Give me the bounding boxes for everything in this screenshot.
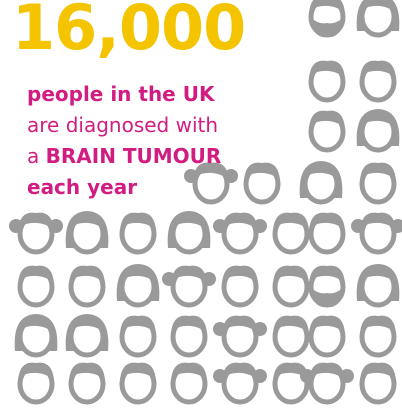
headline-line-3: a BRAIN TUMOUR	[27, 145, 221, 168]
face-icon	[359, 162, 397, 205]
face-icon	[308, 212, 346, 255]
face-icon	[308, 60, 346, 103]
face-icon	[356, 109, 400, 153]
face-icon	[359, 362, 397, 405]
face-icon	[308, 265, 346, 308]
face-icon	[213, 212, 267, 255]
face-icon	[356, 0, 400, 38]
face-icon	[65, 211, 109, 255]
face-icon	[17, 362, 55, 405]
face-icon	[119, 362, 157, 405]
face-icon	[221, 265, 259, 308]
face-icon	[68, 265, 106, 308]
face-icon	[167, 211, 211, 255]
face-icon	[14, 314, 58, 358]
face-icon	[119, 315, 157, 358]
face-icon	[308, 110, 346, 153]
face-icon	[356, 264, 400, 308]
face-icon	[272, 315, 310, 358]
face-icon	[162, 265, 216, 308]
face-icon	[359, 315, 397, 358]
face-icon	[272, 212, 310, 255]
statistic-number: 16,000	[12, 0, 246, 64]
headline-line-2: are diagnosed with	[27, 113, 219, 137]
face-icon	[243, 162, 281, 205]
face-icon	[65, 314, 109, 358]
face-icon	[9, 212, 63, 255]
headline-line-3-prefix: a	[27, 144, 40, 168]
face-icon	[17, 265, 55, 308]
face-icon	[116, 264, 160, 308]
face-icon	[300, 362, 354, 405]
face-icon	[213, 362, 267, 405]
headline-line-1: people in the UK	[27, 82, 215, 106]
face-icon	[213, 315, 267, 358]
headline-line-4: each year	[27, 175, 138, 199]
face-icon	[170, 362, 208, 405]
face-icon	[299, 161, 343, 205]
face-icon	[308, 0, 346, 38]
face-icon	[272, 362, 310, 405]
face-icon	[68, 362, 106, 405]
headline-emphasis: BRAIN TUMOUR	[45, 144, 222, 168]
face-icon	[308, 315, 346, 358]
face-icon	[170, 315, 208, 358]
face-icon	[272, 265, 310, 308]
face-icon	[184, 162, 238, 205]
face-icon	[119, 212, 157, 255]
face-icon	[359, 60, 397, 103]
face-icon	[351, 212, 402, 255]
